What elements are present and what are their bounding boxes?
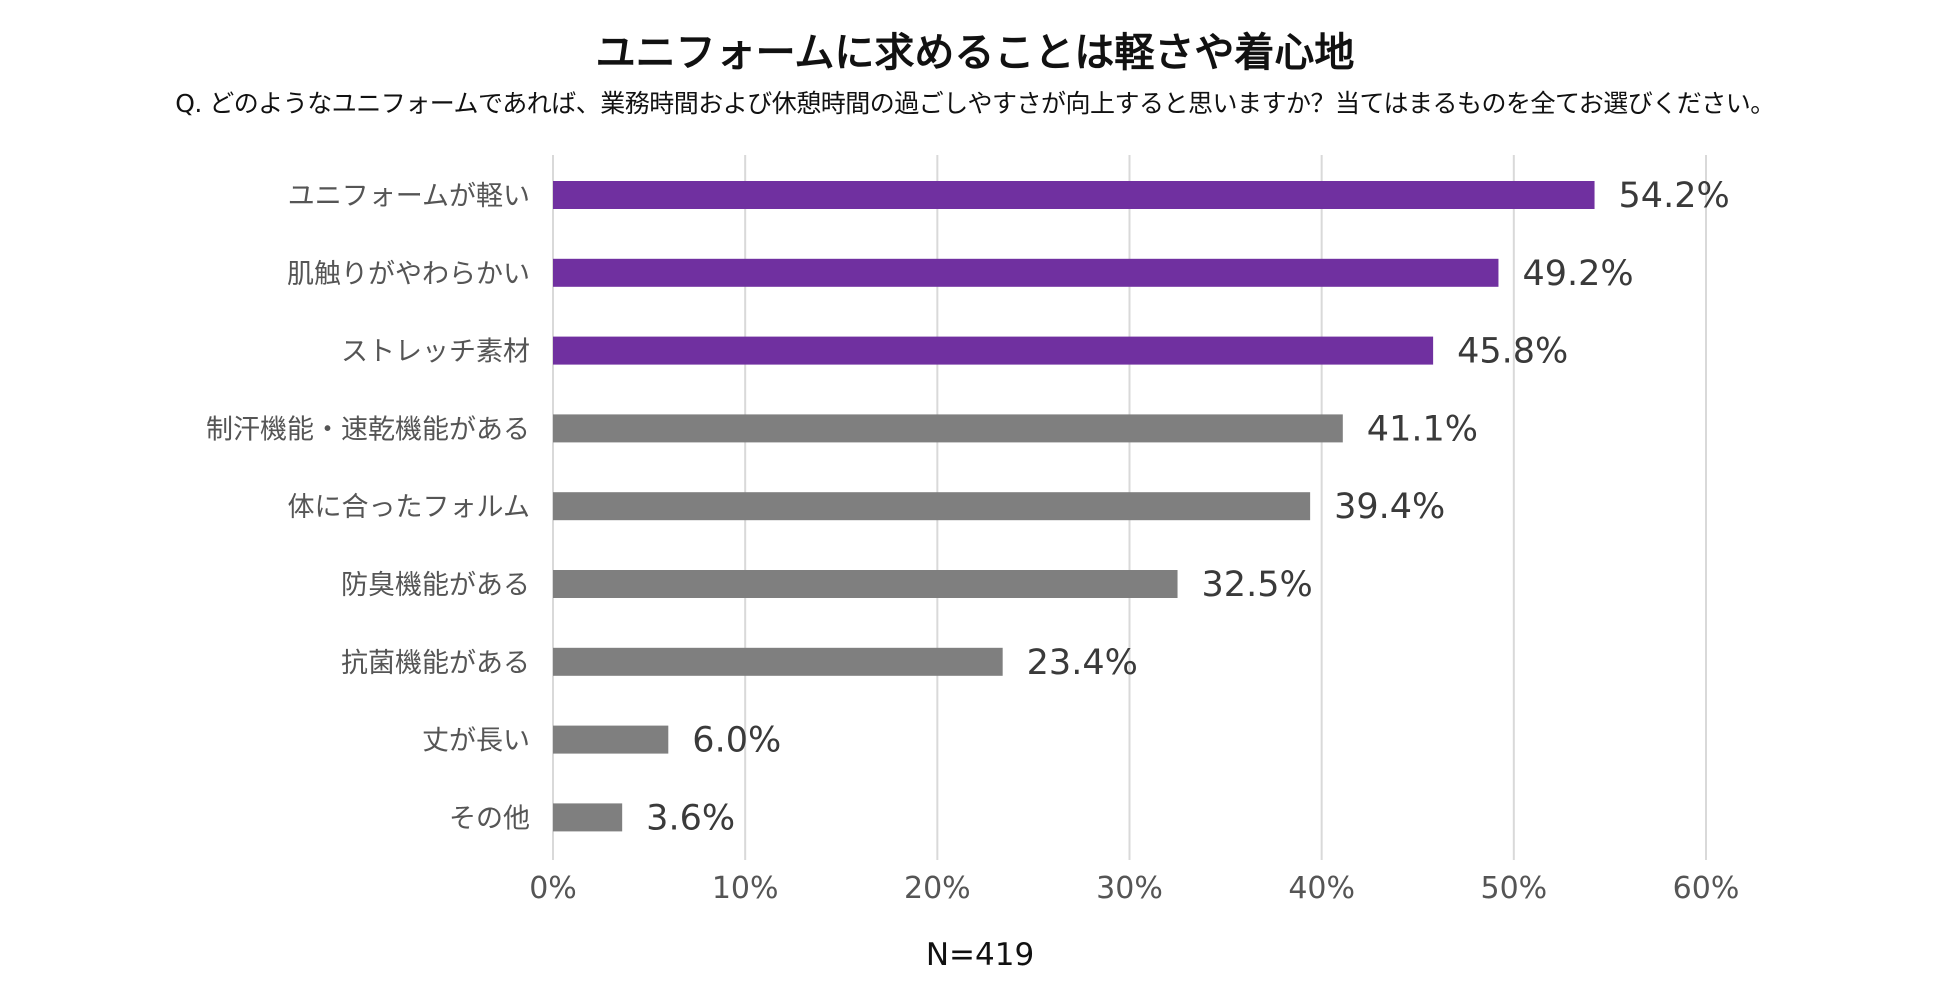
bars xyxy=(553,181,1595,832)
value-label: 45.8% xyxy=(1457,332,1568,372)
value-label: 23.4% xyxy=(1027,643,1138,683)
value-label: 49.2% xyxy=(1522,254,1633,294)
value-label: 41.1% xyxy=(1367,409,1478,449)
category-label: 制汗機能・速乾機能がある xyxy=(206,414,530,445)
labels: 0% 10% 20% 30% 40% 50% 60% ユニフォームが軽い 54.2% 肌触りがやわ… xyxy=(206,176,1739,906)
value-label: 6.0% xyxy=(692,721,781,761)
x-tick-label: 0% xyxy=(529,871,577,906)
bar xyxy=(553,492,1311,521)
x-tick-label: 10% xyxy=(712,871,779,906)
bar xyxy=(553,570,1178,598)
category-label: 肌触りがやわらかい xyxy=(287,259,530,290)
bar xyxy=(553,725,669,754)
category-label: ユニフォームが軽い xyxy=(288,181,530,212)
category-label: 防臭機能がある xyxy=(341,570,530,601)
x-tick-label: 60% xyxy=(1673,871,1740,906)
bar xyxy=(553,258,1499,287)
value-label: 39.4% xyxy=(1334,487,1445,527)
x-tick-label: 20% xyxy=(904,871,971,906)
bar xyxy=(553,414,1343,443)
bar xyxy=(553,336,1434,365)
x-tick-label: 30% xyxy=(1096,871,1163,906)
bar xyxy=(553,181,1595,209)
category-label: 抗菌機能がある xyxy=(341,648,530,679)
value-label: 32.5% xyxy=(1202,565,1313,605)
sample-size-label: N=419 xyxy=(925,937,1035,973)
chart-subtitle: Q. どのようなユニフォームであれば、業務時間および休憩時間の過ごしやすさが向上… xyxy=(175,89,1775,118)
x-tick-label: 40% xyxy=(1288,871,1355,906)
x-tick-label: 50% xyxy=(1480,871,1547,906)
chart-title: ユニフォームに求めることは軽さや着心地 xyxy=(595,30,1355,76)
category-label: 体に合ったフォルム xyxy=(288,492,530,523)
category-label: ストレッチ素材 xyxy=(341,337,530,368)
category-label: その他 xyxy=(449,803,530,834)
bar xyxy=(553,803,623,832)
value-label: 3.6% xyxy=(646,798,735,838)
category-label: 丈が長い xyxy=(422,726,530,757)
bar xyxy=(553,647,1003,676)
value-label: 54.2% xyxy=(1619,176,1730,216)
